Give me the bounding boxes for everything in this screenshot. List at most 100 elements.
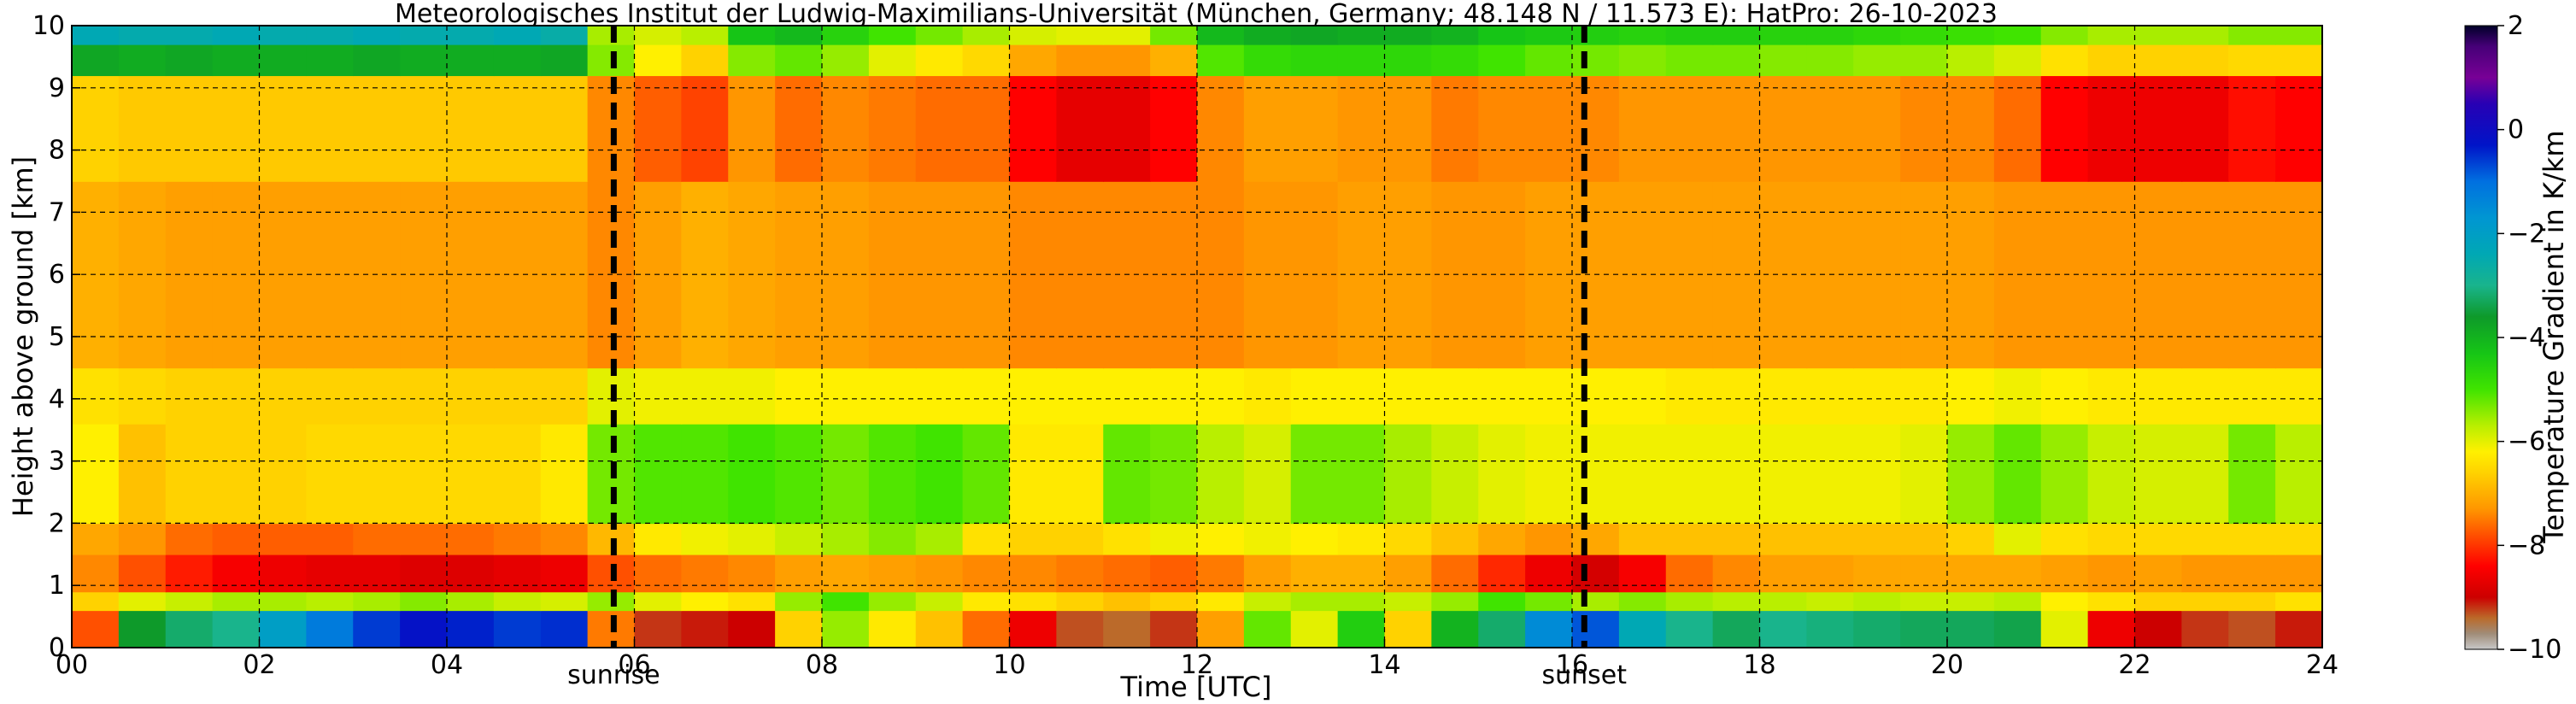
heatmap-cell: [353, 591, 401, 612]
heatmap-cell: [1150, 554, 1198, 593]
heatmap-cell: [165, 610, 214, 648]
heatmap-cell: [1056, 423, 1105, 525]
heatmap-cell: [259, 523, 308, 555]
heatmap-cell: [962, 554, 1011, 593]
heatmap-cell: [259, 554, 308, 593]
heatmap-cell: [822, 554, 870, 593]
x-tick-label: 18: [1743, 650, 1775, 680]
heatmap-cell: [2040, 44, 2089, 77]
heatmap-cell: [822, 591, 870, 612]
heatmap-cell: [1806, 75, 1855, 182]
heatmap-cell: [1853, 26, 1901, 45]
x-tick-label: 02: [243, 650, 275, 680]
heatmap-cell: [1806, 44, 1855, 77]
heatmap-cell: [1947, 44, 1995, 77]
heatmap-cell: [2275, 75, 2322, 182]
heatmap-cell: [1337, 75, 1386, 182]
heatmap-cell: [915, 523, 964, 555]
heatmap-cell: [634, 523, 683, 555]
heatmap-cell: [1056, 75, 1105, 182]
heatmap-cell: [1900, 26, 1948, 45]
heatmap-cell: [259, 367, 308, 425]
heatmap-cell: [2040, 26, 2089, 45]
heatmap-cell: [72, 523, 120, 555]
heatmap-cell: [2181, 523, 2230, 555]
y-tick-label: 4: [49, 384, 65, 414]
heatmap-cell: [1712, 75, 1761, 182]
heatmap-cell: [1056, 554, 1105, 593]
heatmap-cell: [681, 26, 730, 45]
heatmap-cell: [1150, 591, 1198, 612]
heatmap-cell: [306, 44, 355, 77]
heatmap-cell: [868, 44, 917, 77]
heatmap-cell: [2087, 75, 2136, 182]
heatmap-cell: [1900, 423, 1948, 525]
heatmap-cell: [1665, 423, 1714, 525]
heatmap-cell: [634, 610, 683, 648]
heatmap-cell: [2181, 367, 2230, 425]
heatmap-cell: [400, 610, 448, 648]
heatmap-cell: [1900, 44, 1948, 77]
heatmap-cell: [1665, 591, 1714, 612]
heatmap-cell: [1384, 523, 1433, 555]
heatmap-cell: [1103, 367, 1151, 425]
heatmap-cell: [259, 610, 308, 648]
heatmap-cell: [2087, 26, 2136, 45]
colorbar-tick-label: −8: [2508, 531, 2545, 560]
heatmap-cell: [1525, 423, 1573, 525]
x-tick-label: 16: [1556, 650, 1588, 680]
heatmap-cell: [1993, 610, 2042, 648]
heatmap-cell: [1665, 610, 1714, 648]
heatmap-cell: [1009, 591, 1058, 612]
heatmap-cell: [1337, 610, 1386, 648]
colorbar-label: Temperature Gradient in K/km: [2538, 130, 2570, 543]
heatmap-cell: [1103, 26, 1151, 45]
heatmap-cell: [1572, 523, 1620, 555]
colorbar-tick-label: −2: [2508, 219, 2545, 249]
heatmap-cell: [353, 423, 401, 525]
x-tick-label: 04: [431, 650, 463, 680]
heatmap-cell: [868, 610, 917, 648]
heatmap-cell: [2275, 367, 2322, 425]
heatmap-cell: [2181, 75, 2230, 182]
heatmap-cell: [1853, 610, 1901, 648]
heatmap-cell: [1384, 610, 1433, 648]
heatmap-cell: [118, 44, 167, 77]
heatmap-cell: [2275, 26, 2322, 45]
heatmap-cell: [962, 26, 1011, 45]
heatmap-cell: [681, 423, 730, 525]
heatmap-cell: [634, 423, 683, 525]
heatmap-cell: [493, 523, 542, 555]
heatmap-cell: [2040, 75, 2089, 182]
heatmap-cell: [1806, 367, 1855, 425]
heatmap-cell: [1806, 554, 1855, 593]
heatmap-cell: [1337, 26, 1386, 45]
heatmap-cell: [1712, 367, 1761, 425]
heatmap-cell: [1947, 26, 1995, 45]
heatmap-cell: [1572, 75, 1620, 182]
x-axis-title: Time [UTC]: [1120, 671, 1272, 703]
heatmap-cell: [1243, 26, 1292, 45]
heatmap-cell: [1431, 554, 1480, 593]
heatmap-cell: [1243, 554, 1292, 593]
heatmap-cell: [2275, 523, 2322, 555]
heatmap-cell: [306, 26, 355, 45]
heatmap-cell: [2134, 591, 2183, 612]
heatmap-cell: [728, 610, 776, 648]
heatmap-cell: [681, 591, 730, 612]
y-tick-label: 2: [49, 508, 65, 538]
heatmap-cell: [728, 44, 776, 77]
heatmap-cell: [1759, 75, 1808, 182]
heatmap-cell: [1478, 610, 1526, 648]
heatmap-cell: [540, 423, 589, 525]
heatmap-cell: [868, 26, 917, 45]
heatmap-cell: [1525, 26, 1573, 45]
heatmap-cell: [2040, 523, 2089, 555]
heatmap-cell: [1759, 591, 1808, 612]
heatmap-cell: [212, 523, 261, 555]
heatmap-cell: [493, 554, 542, 593]
heatmap-cell: [775, 591, 823, 612]
heatmap-cell: [1806, 26, 1855, 45]
heatmap-cell: [1853, 591, 1901, 612]
heatmap-cell: [447, 367, 495, 425]
